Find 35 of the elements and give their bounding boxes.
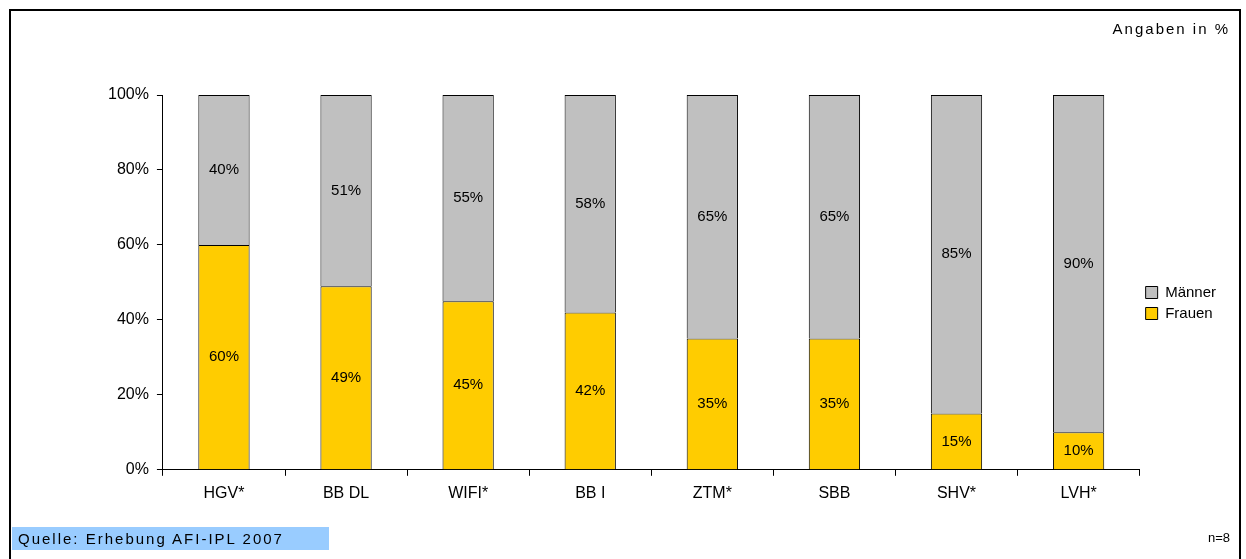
- y-tick-label: 100%: [108, 85, 149, 103]
- data-label: 40%: [208, 160, 239, 178]
- data-label: 10%: [1063, 440, 1094, 458]
- data-label: 58%: [575, 193, 606, 211]
- data-label: 65%: [819, 206, 850, 224]
- data-label: 60%: [208, 347, 239, 365]
- text: n=8: [1207, 530, 1230, 545]
- x-tick-label: SBB: [818, 483, 851, 501]
- x-tick-label: SHV*: [936, 483, 977, 501]
- data-label: 65%: [697, 206, 728, 224]
- y-tick-label: 20%: [116, 385, 149, 403]
- x-tick-label: BB I: [575, 483, 606, 501]
- legend-label: Männer: [1165, 282, 1216, 300]
- data-label: 15%: [941, 431, 972, 449]
- x-tick-label: HGV*: [203, 483, 245, 501]
- data-label: 35%: [819, 394, 850, 412]
- data-label: 49%: [331, 367, 362, 385]
- y-tick-label: 0%: [125, 460, 149, 478]
- source-note: Quelle: Erhebung AFI-IPL 2007: [12, 527, 329, 550]
- text: Angaben in %: [1112, 20, 1230, 37]
- data-label: 51%: [331, 180, 362, 198]
- legend-label: Frauen: [1165, 303, 1213, 321]
- data-label: 45%: [453, 375, 484, 393]
- data-label: 42%: [575, 380, 606, 398]
- data-label: 55%: [453, 188, 484, 206]
- y-tick-label: 80%: [116, 160, 149, 178]
- data-label: 85%: [941, 244, 972, 262]
- data-label: 90%: [1063, 253, 1094, 271]
- x-tick-label: LVH*: [1060, 483, 1097, 501]
- x-tick-label: BB DL: [322, 483, 370, 501]
- y-tick-label: 40%: [116, 310, 149, 328]
- y-tick-label: 60%: [116, 235, 149, 253]
- x-tick-label: WIFI*: [448, 483, 489, 501]
- data-label: 35%: [697, 394, 728, 412]
- x-tick-label: ZTM*: [692, 483, 732, 501]
